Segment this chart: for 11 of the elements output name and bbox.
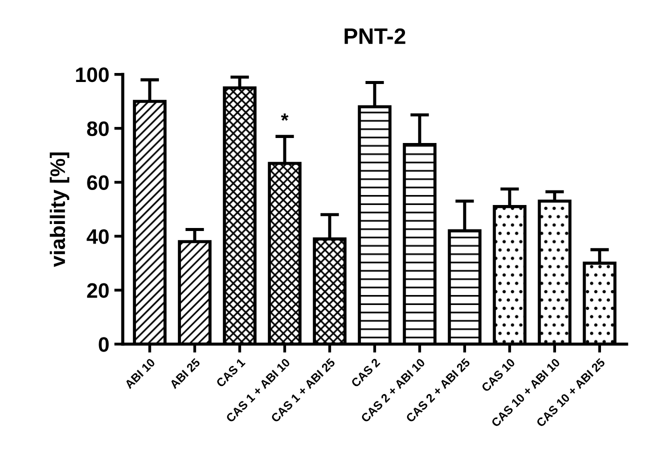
y-tick-label: 40 (86, 229, 109, 244)
y-tick-label: 20 (87, 283, 109, 298)
chart-title: PNT-2 (344, 28, 406, 44)
x-tick-label: ABI 10 (124, 358, 156, 390)
y-tick-label: 80 (87, 121, 109, 136)
x-tick-label: ABI 25 (169, 358, 201, 390)
y-axis-title: viability [%] (50, 152, 70, 268)
y-tick-label: 100 (76, 67, 109, 82)
y-tick-label: 0 (98, 337, 109, 352)
y-tick-label: 60 (87, 175, 109, 190)
annotation: * (280, 113, 288, 121)
